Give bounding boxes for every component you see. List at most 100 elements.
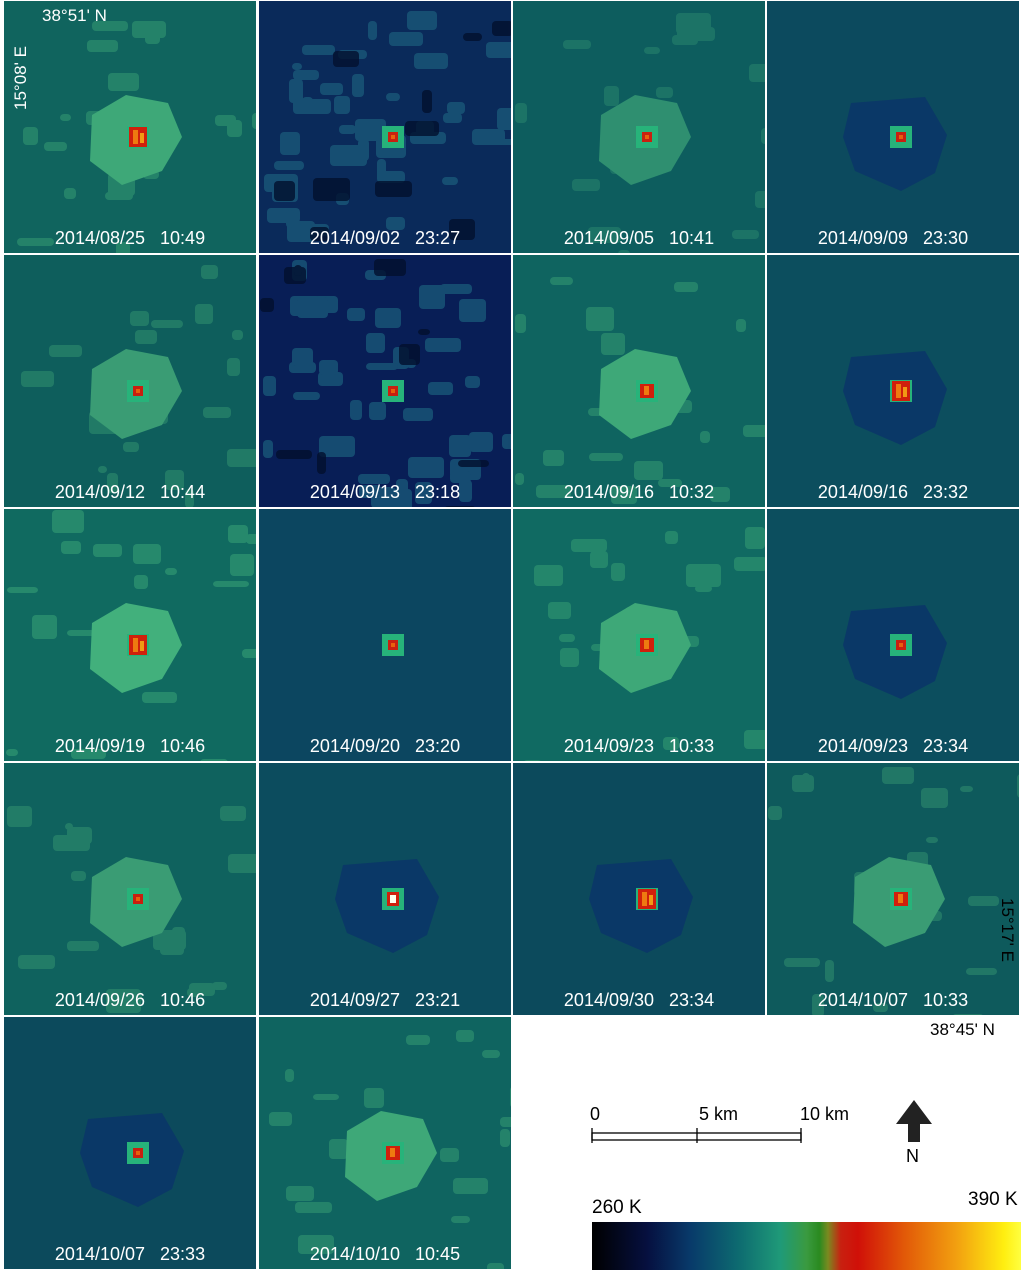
thermal-tile: 2014/09/26 10:46	[4, 763, 256, 1015]
tile-date: 2014/09/30	[563, 990, 655, 1010]
tile-date: 2014/10/10	[309, 1244, 401, 1264]
tile-timestamp: 2014/09/02 23:27	[259, 228, 511, 249]
tile-timestamp: 2014/09/19 10:46	[4, 736, 256, 757]
thermal-image	[4, 1017, 256, 1269]
tile-date: 2014/09/05	[563, 228, 655, 248]
tile-time: 10:33	[669, 736, 715, 756]
tile-time: 23:34	[923, 736, 969, 756]
tile-date: 2014/09/20	[309, 736, 401, 756]
tile-date: 2014/10/07	[817, 990, 909, 1010]
thermal-image	[4, 509, 256, 761]
thermal-tile: 2014/10/07 10:33	[767, 763, 1019, 1015]
tile-timestamp: 2014/09/23 10:33	[513, 736, 765, 757]
thermal-image	[767, 763, 1019, 1015]
thermal-image	[4, 255, 256, 507]
tile-time: 10:49	[160, 228, 206, 248]
tile-date: 2014/09/16	[563, 482, 655, 502]
thermal-image	[767, 1, 1019, 253]
tile-date: 2014/10/07	[54, 1244, 146, 1264]
tile-date: 2014/09/12	[54, 482, 146, 502]
tile-time: 10:33	[923, 990, 969, 1010]
thermal-image	[259, 763, 511, 1015]
tile-time: 23:30	[923, 228, 969, 248]
tile-date: 2014/09/09	[817, 228, 909, 248]
thermal-tile: 2014/08/25 10:49	[4, 1, 256, 253]
tile-date: 2014/09/02	[309, 228, 401, 248]
thermal-tile: 2014/09/30 23:34	[513, 763, 765, 1015]
thermal-tile: 2014/10/10 10:45	[259, 1017, 511, 1269]
tile-timestamp: 2014/09/16 23:32	[767, 482, 1019, 503]
thermal-tile: 2014/09/05 10:41	[513, 1, 765, 253]
thermal-tile: 2014/09/19 10:46	[4, 509, 256, 761]
thermal-image	[513, 763, 765, 1015]
tile-date: 2014/09/23	[563, 736, 655, 756]
tile-timestamp: 2014/09/26 10:46	[4, 990, 256, 1011]
north-label: N	[906, 1146, 919, 1166]
thermal-image	[259, 509, 511, 761]
tile-time: 23:20	[415, 736, 461, 756]
tile-date: 2014/09/19	[54, 736, 146, 756]
tile-time: 10:32	[669, 482, 715, 502]
thermal-tile: 2014/09/27 23:21	[259, 763, 511, 1015]
thermal-tile: 2014/10/07 23:33	[4, 1017, 256, 1269]
tile-time: 23:33	[160, 1244, 206, 1264]
right-longitude-label: 15°17' E	[998, 898, 1017, 962]
left-longitude-label: 15°08' E	[11, 46, 30, 110]
bottom-latitude-label: 38°45' N	[930, 1020, 995, 1039]
thermal-image	[259, 1, 511, 253]
thermal-tile: 2014/09/13 23:18	[259, 255, 511, 507]
tile-date: 2014/09/13	[309, 482, 401, 502]
tile-date: 2014/08/25	[54, 228, 146, 248]
thermal-image	[259, 255, 511, 507]
tile-time: 23:27	[415, 228, 461, 248]
tile-date: 2014/09/27	[309, 990, 401, 1010]
tile-time: 23:21	[415, 990, 461, 1010]
scale-label-5km: 5 km	[699, 1104, 739, 1124]
north-arrow-icon	[896, 1100, 932, 1142]
tile-timestamp: 2014/09/20 23:20	[259, 736, 511, 757]
top-latitude-label: 38°51' N	[42, 6, 107, 25]
thermal-image	[4, 763, 256, 1015]
thermal-tile: 2014/09/16 23:32	[767, 255, 1019, 507]
tile-timestamp: 2014/09/30 23:34	[513, 990, 765, 1011]
tile-date: 2014/09/26	[54, 990, 146, 1010]
thermal-tile: 2014/09/02 23:27	[259, 1, 511, 253]
thermal-image	[4, 1, 256, 253]
tile-timestamp: 2014/10/07 23:33	[4, 1244, 256, 1265]
colorbar-min-label: 260 K	[592, 1197, 642, 1218]
tile-timestamp: 2014/09/23 23:34	[767, 736, 1019, 757]
tile-time: 10:41	[669, 228, 715, 248]
scale-label-10km: 10 km	[800, 1104, 850, 1124]
tile-date: 2014/09/23	[817, 736, 909, 756]
scale-label-0: 0	[590, 1104, 601, 1124]
tile-date: 2014/09/16	[817, 482, 909, 502]
tile-time: 10:46	[160, 990, 206, 1010]
tile-time: 10:46	[160, 736, 206, 756]
tile-timestamp: 2014/09/13 23:18	[259, 482, 511, 503]
thermal-tile: 2014/09/12 10:44	[4, 255, 256, 507]
thermal-tile: 2014/09/09 23:30	[767, 1, 1019, 253]
tile-timestamp: 2014/10/10 10:45	[259, 1244, 511, 1265]
thermal-image	[513, 1, 765, 253]
thermal-tile: 2014/09/16 10:32	[513, 255, 765, 507]
tile-time: 23:18	[415, 482, 461, 502]
thermal-image	[767, 509, 1019, 761]
temperature-colorbar	[592, 1222, 1021, 1270]
scale-bar-graphic	[591, 1128, 802, 1143]
tile-timestamp: 2014/09/27 23:21	[259, 990, 511, 1011]
thermal-image	[259, 1017, 511, 1269]
tile-timestamp: 2014/09/05 10:41	[513, 228, 765, 249]
tile-timestamp: 2014/08/25 10:49	[4, 228, 256, 249]
colorbar-max-label: 390 K	[968, 1189, 1018, 1210]
tile-time: 23:32	[923, 482, 969, 502]
thermal-tile: 2014/09/23 23:34	[767, 509, 1019, 761]
thermal-tile: 2014/09/20 23:20	[259, 509, 511, 761]
thermal-tile: 2014/09/23 10:33	[513, 509, 765, 761]
thermal-image	[513, 255, 765, 507]
tile-timestamp: 2014/09/09 23:30	[767, 228, 1019, 249]
tile-time: 23:34	[669, 990, 715, 1010]
tile-timestamp: 2014/09/12 10:44	[4, 482, 256, 503]
thermal-image	[513, 509, 765, 761]
tile-time: 10:45	[415, 1244, 461, 1264]
